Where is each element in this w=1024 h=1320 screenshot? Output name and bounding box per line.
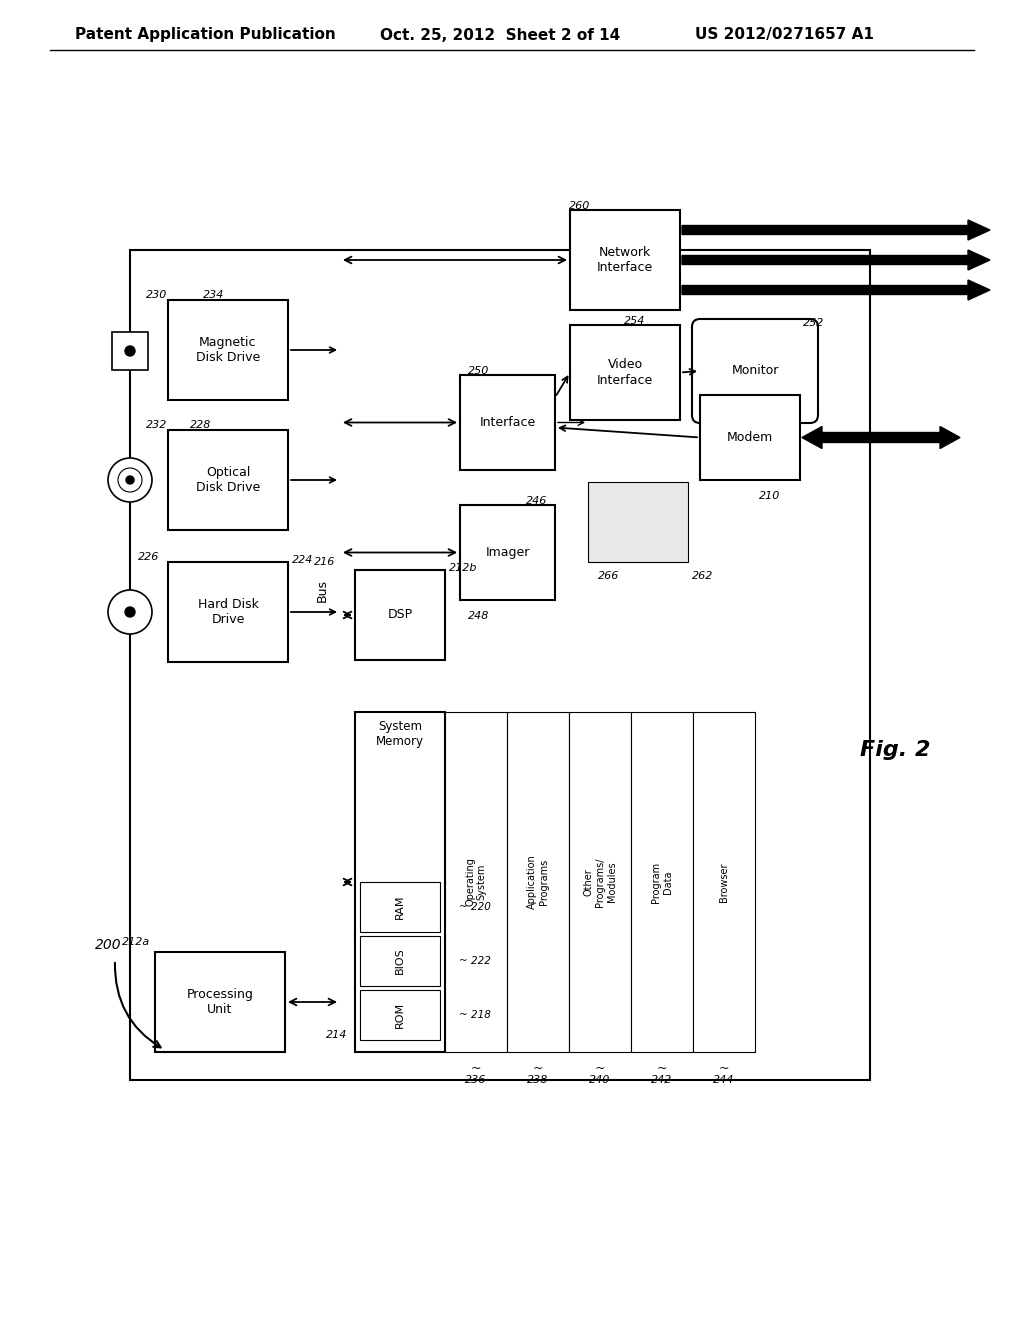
Text: 248: 248 — [468, 611, 489, 620]
Text: 260: 260 — [569, 201, 591, 211]
Text: 242: 242 — [651, 1074, 673, 1085]
Text: 236: 236 — [465, 1074, 486, 1085]
Bar — [588, 482, 688, 562]
Bar — [130, 249, 870, 1080]
Text: ~: ~ — [532, 1061, 544, 1074]
Text: 244: 244 — [714, 1074, 734, 1085]
Text: ~: ~ — [719, 1061, 729, 1074]
Text: Other
Programs/
Modules: Other Programs/ Modules — [584, 857, 616, 907]
Bar — [360, 882, 440, 932]
Polygon shape — [682, 280, 990, 300]
Text: ROM: ROM — [395, 1002, 406, 1028]
Text: DSP: DSP — [387, 609, 413, 622]
Text: Network
Interface: Network Interface — [597, 246, 653, 275]
Text: 254: 254 — [625, 315, 646, 326]
Text: 246: 246 — [525, 496, 547, 506]
Text: ~: ~ — [471, 1061, 481, 1074]
Bar — [460, 506, 555, 601]
Bar — [112, 333, 148, 370]
Text: Optical
Disk Drive: Optical Disk Drive — [196, 466, 260, 494]
Bar — [355, 711, 445, 1052]
Bar — [445, 711, 507, 1052]
Bar — [700, 395, 800, 480]
Text: 214: 214 — [326, 1030, 347, 1040]
Text: 232: 232 — [146, 420, 167, 430]
Text: 228: 228 — [190, 420, 211, 430]
Bar — [168, 430, 288, 531]
Text: RAM: RAM — [395, 895, 406, 919]
Text: Application
Programs: Application Programs — [527, 854, 549, 909]
Text: 266: 266 — [598, 572, 620, 581]
Text: Oct. 25, 2012  Sheet 2 of 14: Oct. 25, 2012 Sheet 2 of 14 — [380, 28, 621, 42]
Circle shape — [126, 477, 134, 484]
Text: System
Memory: System Memory — [376, 719, 424, 748]
Bar — [507, 711, 569, 1052]
Text: ~: ~ — [656, 1061, 668, 1074]
Bar — [168, 562, 288, 663]
Text: Bus: Bus — [315, 578, 329, 602]
Circle shape — [108, 458, 152, 502]
Text: Operating
System: Operating System — [465, 858, 486, 907]
Bar — [570, 325, 680, 420]
Text: Processing
Unit: Processing Unit — [186, 987, 253, 1016]
Text: 230: 230 — [146, 290, 167, 300]
Bar — [355, 570, 445, 660]
Text: Program
Data: Program Data — [651, 862, 673, 903]
Text: 224: 224 — [292, 554, 313, 565]
Text: 212a: 212a — [122, 937, 150, 946]
Text: ~ 218: ~ 218 — [459, 1010, 490, 1020]
Bar — [168, 300, 288, 400]
Bar — [460, 375, 555, 470]
Text: ~ 222: ~ 222 — [459, 956, 490, 966]
Bar — [569, 711, 631, 1052]
Bar — [360, 936, 440, 986]
Text: US 2012/0271657 A1: US 2012/0271657 A1 — [695, 28, 873, 42]
Text: 234: 234 — [203, 290, 224, 300]
Text: Imager: Imager — [485, 546, 529, 558]
Text: Browser: Browser — [719, 862, 729, 902]
Polygon shape — [682, 220, 990, 240]
Circle shape — [125, 607, 135, 616]
Text: Modem: Modem — [727, 432, 773, 444]
Text: 262: 262 — [692, 572, 714, 581]
Text: 212b: 212b — [449, 564, 477, 573]
Text: BIOS: BIOS — [395, 948, 406, 974]
Bar — [360, 990, 440, 1040]
Bar — [631, 711, 693, 1052]
Text: 238: 238 — [527, 1074, 549, 1085]
FancyBboxPatch shape — [692, 319, 818, 422]
Text: Monitor: Monitor — [731, 364, 778, 378]
Text: Hard Disk
Drive: Hard Disk Drive — [198, 598, 258, 626]
Text: ~: ~ — [595, 1061, 605, 1074]
Bar — [155, 952, 285, 1052]
Text: Magnetic
Disk Drive: Magnetic Disk Drive — [196, 337, 260, 364]
Text: 226: 226 — [138, 552, 160, 562]
Text: Interface: Interface — [479, 416, 536, 429]
Circle shape — [118, 469, 142, 492]
Text: ~ 220: ~ 220 — [459, 902, 490, 912]
Text: Patent Application Publication: Patent Application Publication — [75, 28, 336, 42]
Polygon shape — [682, 249, 990, 271]
Circle shape — [125, 346, 135, 356]
Text: 200: 200 — [94, 939, 121, 952]
Circle shape — [108, 590, 152, 634]
Text: Fig. 2: Fig. 2 — [860, 741, 931, 760]
Text: 250: 250 — [468, 366, 489, 376]
Text: 216: 216 — [313, 557, 335, 568]
Bar — [570, 210, 680, 310]
Text: Video
Interface: Video Interface — [597, 359, 653, 387]
Polygon shape — [802, 426, 961, 449]
Text: 210: 210 — [760, 491, 780, 502]
Text: 252: 252 — [803, 318, 824, 327]
Text: 240: 240 — [590, 1074, 610, 1085]
Bar — [693, 711, 755, 1052]
